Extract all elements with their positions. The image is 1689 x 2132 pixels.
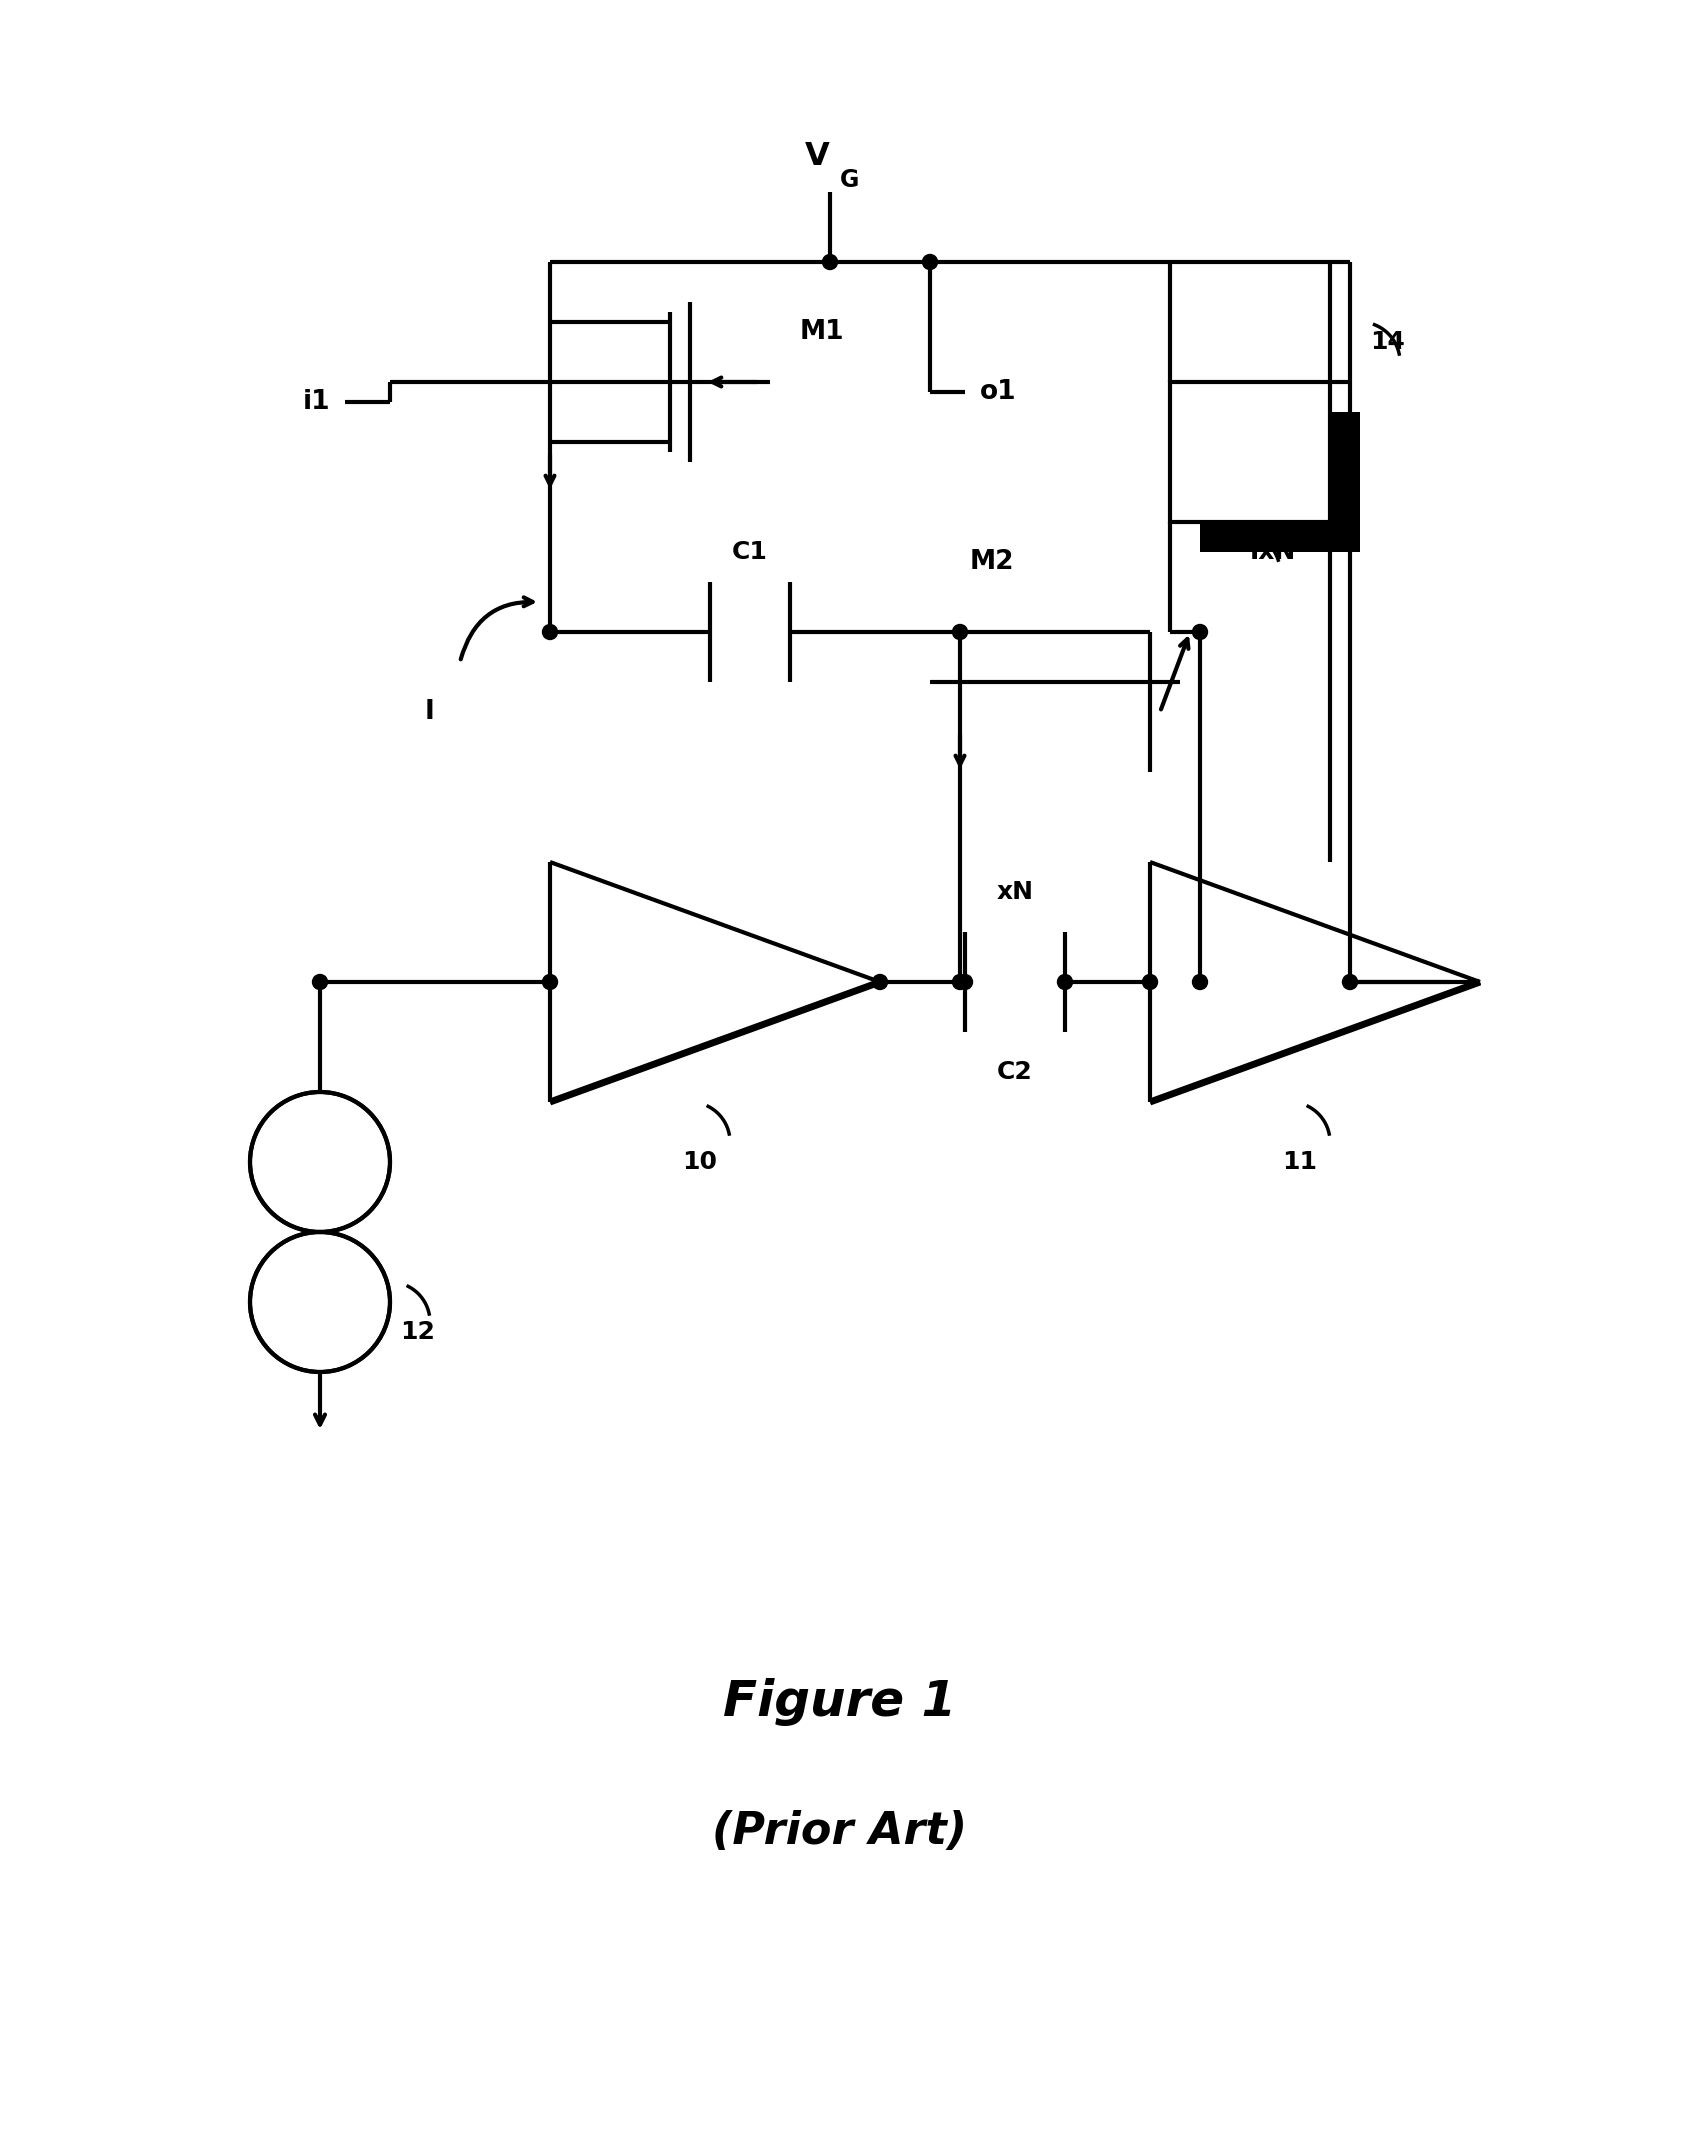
Circle shape	[253, 1234, 387, 1369]
Text: o1: o1	[980, 379, 1017, 405]
Circle shape	[953, 974, 966, 989]
Circle shape	[1341, 974, 1356, 989]
Circle shape	[958, 974, 971, 989]
Bar	[1199, 411, 1360, 552]
Circle shape	[953, 625, 966, 640]
Circle shape	[1192, 974, 1206, 989]
Circle shape	[312, 974, 328, 989]
Text: 12: 12	[400, 1320, 434, 1343]
Circle shape	[542, 974, 557, 989]
Text: (Prior Art): (Prior Art)	[713, 1810, 968, 1853]
Text: IxN: IxN	[1250, 539, 1295, 565]
Text: 11: 11	[1282, 1149, 1317, 1175]
Circle shape	[1142, 974, 1157, 989]
Circle shape	[872, 974, 887, 989]
Circle shape	[823, 254, 838, 269]
Text: 14: 14	[1370, 330, 1404, 354]
Text: G: G	[839, 168, 860, 192]
Text: I: I	[426, 699, 434, 725]
Text: xN: xN	[997, 881, 1034, 904]
Text: V: V	[804, 141, 829, 173]
Text: 10: 10	[682, 1149, 718, 1175]
Text: Figure 1: Figure 1	[723, 1678, 956, 1727]
Text: i1: i1	[302, 388, 329, 416]
Circle shape	[542, 625, 557, 640]
Text: M1: M1	[799, 320, 844, 345]
Text: M2: M2	[969, 550, 1013, 576]
Circle shape	[253, 1096, 387, 1228]
Circle shape	[1192, 625, 1206, 640]
Text: Z: Z	[1238, 437, 1260, 467]
Bar	[1169, 382, 1329, 522]
Text: C1: C1	[731, 539, 767, 565]
Circle shape	[1057, 974, 1073, 989]
Circle shape	[922, 254, 937, 269]
Text: C2: C2	[997, 1060, 1032, 1083]
